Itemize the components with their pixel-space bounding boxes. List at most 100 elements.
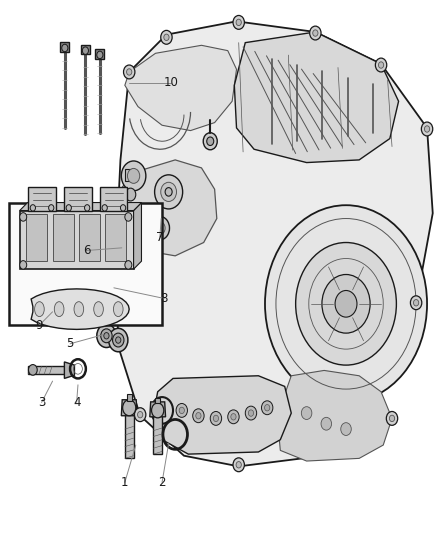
Circle shape	[410, 296, 422, 310]
Bar	[125, 169, 131, 181]
Circle shape	[20, 261, 27, 269]
Circle shape	[233, 15, 244, 29]
Circle shape	[124, 65, 135, 79]
Polygon shape	[28, 366, 66, 374]
Circle shape	[296, 243, 396, 365]
Polygon shape	[95, 49, 104, 59]
Circle shape	[301, 407, 312, 419]
Text: 8: 8	[161, 292, 168, 305]
Ellipse shape	[35, 302, 44, 317]
Circle shape	[28, 365, 37, 375]
Circle shape	[335, 290, 357, 317]
Circle shape	[310, 26, 321, 40]
Bar	[20, 211, 134, 269]
Circle shape	[265, 205, 427, 402]
Polygon shape	[125, 45, 237, 131]
Bar	[9, 203, 162, 325]
Ellipse shape	[54, 302, 64, 317]
Circle shape	[245, 406, 257, 420]
Ellipse shape	[74, 302, 84, 317]
Circle shape	[101, 329, 112, 343]
Circle shape	[179, 407, 184, 414]
Circle shape	[161, 182, 177, 201]
Circle shape	[155, 175, 183, 209]
Circle shape	[49, 205, 54, 211]
Polygon shape	[116, 21, 433, 466]
Circle shape	[121, 161, 146, 191]
Bar	[53, 214, 74, 261]
Bar	[64, 187, 92, 211]
Circle shape	[164, 34, 169, 41]
Polygon shape	[121, 400, 137, 416]
Polygon shape	[234, 32, 399, 163]
Text: 10: 10	[163, 76, 178, 89]
Circle shape	[424, 126, 430, 132]
Circle shape	[165, 188, 172, 196]
Circle shape	[389, 415, 395, 422]
Circle shape	[228, 410, 239, 424]
Text: 1: 1	[121, 476, 129, 489]
Circle shape	[127, 168, 140, 183]
Ellipse shape	[94, 302, 103, 317]
Circle shape	[66, 205, 71, 211]
Circle shape	[109, 328, 128, 352]
Circle shape	[125, 213, 132, 221]
Bar	[26, 214, 47, 261]
Bar	[100, 187, 127, 211]
Bar	[79, 214, 100, 261]
Polygon shape	[125, 413, 134, 458]
Circle shape	[134, 408, 146, 422]
Circle shape	[265, 405, 270, 411]
Text: 6: 6	[83, 244, 91, 257]
Polygon shape	[31, 289, 129, 329]
Circle shape	[193, 409, 204, 423]
Circle shape	[236, 19, 241, 26]
Bar	[105, 214, 126, 261]
Polygon shape	[20, 203, 141, 211]
Circle shape	[236, 462, 241, 468]
Polygon shape	[278, 370, 392, 461]
Circle shape	[233, 458, 244, 472]
Circle shape	[137, 212, 156, 236]
Circle shape	[196, 413, 201, 419]
Circle shape	[138, 411, 143, 418]
Polygon shape	[153, 376, 291, 454]
Circle shape	[125, 261, 132, 269]
Ellipse shape	[113, 302, 123, 317]
Circle shape	[261, 401, 273, 415]
Circle shape	[378, 62, 384, 68]
Circle shape	[97, 51, 103, 59]
Polygon shape	[118, 160, 217, 256]
Circle shape	[176, 403, 187, 417]
Circle shape	[104, 333, 109, 339]
Text: 5: 5	[67, 337, 74, 350]
Circle shape	[85, 205, 90, 211]
Circle shape	[207, 137, 214, 146]
Circle shape	[203, 133, 217, 150]
Text: 2: 2	[158, 476, 166, 489]
Text: 7: 7	[156, 231, 164, 244]
Polygon shape	[64, 362, 74, 378]
Circle shape	[413, 300, 419, 306]
Text: 3: 3	[38, 396, 45, 409]
Circle shape	[150, 216, 170, 240]
Circle shape	[421, 122, 433, 136]
Circle shape	[116, 337, 121, 343]
Circle shape	[97, 324, 116, 348]
Circle shape	[141, 217, 152, 230]
Text: 9: 9	[35, 319, 43, 332]
Circle shape	[321, 417, 332, 430]
Polygon shape	[153, 414, 162, 454]
Circle shape	[313, 30, 318, 36]
Polygon shape	[81, 45, 90, 54]
Polygon shape	[60, 42, 69, 52]
Polygon shape	[150, 402, 166, 417]
Circle shape	[322, 274, 370, 333]
Circle shape	[113, 333, 124, 347]
Polygon shape	[134, 203, 141, 269]
Circle shape	[341, 423, 351, 435]
Circle shape	[20, 213, 27, 221]
Circle shape	[30, 205, 35, 211]
Circle shape	[248, 410, 254, 416]
Circle shape	[231, 414, 236, 420]
